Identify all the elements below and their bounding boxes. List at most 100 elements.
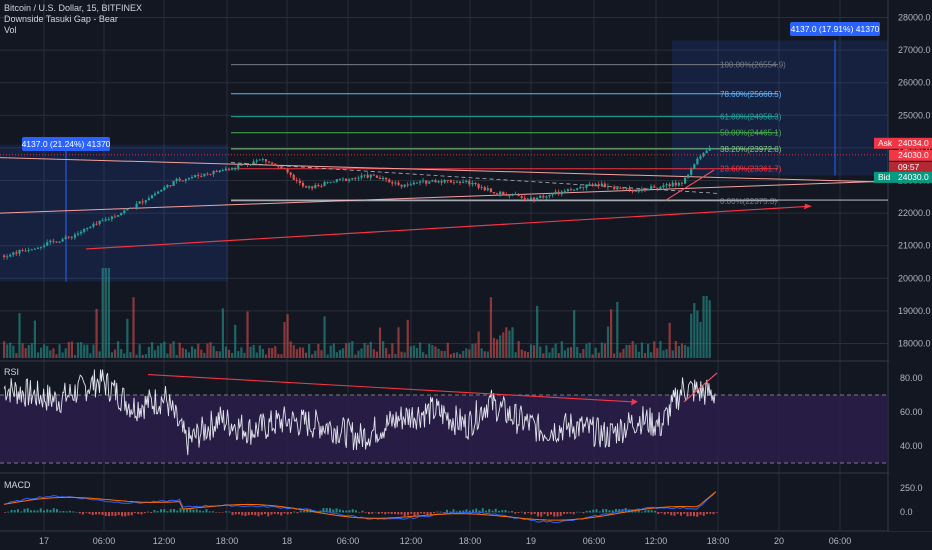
macd-histogram-bar <box>140 512 143 515</box>
volume-bar <box>569 347 573 358</box>
candle-body <box>190 177 194 179</box>
volume-bar <box>70 341 73 358</box>
macd-histogram-bar <box>169 509 172 513</box>
volume-bar <box>431 345 434 358</box>
volume-bar <box>418 342 422 358</box>
volume-bar <box>539 346 542 358</box>
volume-bar <box>43 344 46 358</box>
volume-bar <box>169 343 172 358</box>
macd-histogram-bar <box>498 510 500 513</box>
volume-bar <box>505 327 508 358</box>
volume-bar <box>332 343 335 358</box>
volume-bar <box>194 348 197 358</box>
volume-bar <box>381 341 385 358</box>
macd-histogram-bar <box>7 511 10 513</box>
macd-histogram-bar <box>46 509 49 513</box>
measure-box-left <box>0 144 228 282</box>
indicator-title[interactable]: Downside Tasuki Gap - Bear <box>4 14 118 24</box>
macd-histogram-bar <box>491 510 494 513</box>
macd-histogram-bar <box>559 512 562 516</box>
candle-body <box>536 197 539 200</box>
candle-body <box>687 174 690 178</box>
candle-body <box>249 164 252 166</box>
last-price-box <box>889 149 932 161</box>
macd-histogram-bar <box>10 509 13 513</box>
volume-bar <box>391 343 394 358</box>
volume-bar <box>637 351 640 358</box>
macd-histogram-bar <box>355 510 357 513</box>
candle-body <box>120 212 123 216</box>
candle-body <box>150 195 154 199</box>
macd-histogram-bar <box>364 512 367 513</box>
volume-bar <box>603 343 607 358</box>
macd-histogram-bar <box>647 510 650 513</box>
candle-body <box>215 170 218 172</box>
candle-body <box>70 237 73 239</box>
rsi-tick-label: 60.00 <box>900 407 923 417</box>
macd-histogram-bar <box>533 512 536 514</box>
macd-histogram-bar <box>322 508 325 513</box>
candle-body <box>126 208 129 211</box>
volume-bar <box>329 345 332 358</box>
macd-histogram-bar <box>218 512 221 513</box>
volume-bar <box>677 345 681 358</box>
candle-body <box>267 161 271 163</box>
volume-bar <box>659 341 662 358</box>
symbol-title[interactable]: Bitcoin / U.S. Dollar, 15, BITFINEX <box>4 3 143 13</box>
volume-bar <box>425 354 428 358</box>
macd-histogram-bar <box>550 512 552 515</box>
macd-histogram-bar <box>195 509 198 513</box>
candle-body <box>637 190 640 192</box>
candle-body <box>9 254 12 257</box>
time-tick-label: 18:00 <box>459 536 482 546</box>
candle-body <box>311 186 314 189</box>
macd-histogram-bar <box>478 510 481 513</box>
candle-body <box>471 182 474 185</box>
macd-histogram-bar <box>507 511 510 513</box>
volume-bar <box>511 327 514 358</box>
rsi-label[interactable]: RSI <box>4 367 20 377</box>
candle-body <box>144 200 147 203</box>
ask-tag-value: 24034.0 <box>898 138 929 148</box>
measure-label-right: 4137.0 (17.91%) 41370 <box>791 24 880 34</box>
macd-histogram-bar <box>683 512 686 514</box>
volume-bar <box>314 350 317 358</box>
volume-bar <box>46 345 49 358</box>
volume-bar <box>150 341 154 358</box>
volume-bar <box>687 346 690 358</box>
candle-body <box>335 179 338 182</box>
drawings[interactable]: 4137.0 (21.24%) 41370 4137.0 (17.91%) 413… <box>0 22 889 282</box>
time-tick-label: 12:00 <box>153 536 176 546</box>
candle-body <box>21 250 24 251</box>
volume-bar <box>446 342 449 358</box>
macd-histogram-bar <box>260 512 263 515</box>
macd-histogram-bar <box>371 512 374 514</box>
volume-bar <box>477 331 480 358</box>
candle-body <box>677 182 681 186</box>
volume-bar <box>80 342 83 358</box>
macd-histogram-bar <box>241 512 244 516</box>
volume-bar <box>21 343 24 358</box>
candle-body <box>52 240 55 242</box>
macd-label[interactable]: MACD <box>4 480 31 490</box>
volume-title[interactable]: Vol <box>4 25 17 35</box>
candle-body <box>631 189 634 192</box>
macd-histogram-bar <box>501 510 504 513</box>
macd-histogram-bar <box>413 512 416 517</box>
macd-histogram-bar <box>221 512 224 513</box>
volume-bar <box>58 344 61 358</box>
macd-histogram-bar <box>511 510 513 513</box>
candle-body <box>280 166 283 169</box>
volume-bar <box>360 348 363 358</box>
candle-body <box>381 177 385 179</box>
volume-bar <box>126 318 129 358</box>
macd-histogram-bar <box>556 512 559 517</box>
macd-histogram-bar <box>397 512 400 515</box>
price-axis-bg <box>889 0 932 531</box>
candle-body <box>3 255 6 258</box>
macd-histogram-bar <box>49 509 52 513</box>
macd-histogram-bar <box>33 510 36 513</box>
volume-bar <box>471 343 474 358</box>
candle-body <box>674 182 677 186</box>
